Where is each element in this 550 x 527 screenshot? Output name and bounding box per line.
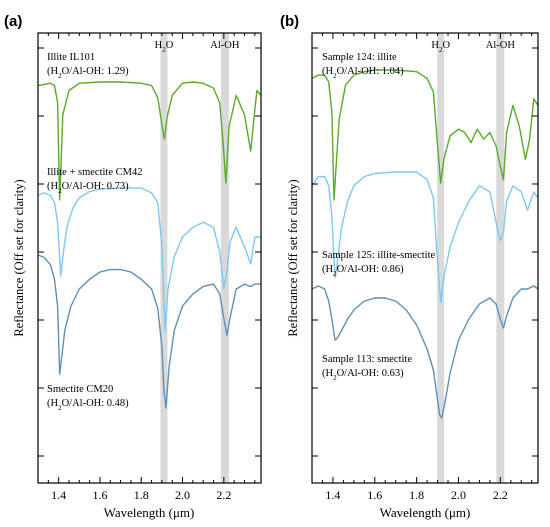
panel-a-xlabel: Wavelength (μm) [104, 505, 195, 520]
absorption-band-1 [220, 33, 229, 483]
absorption-band-1 [496, 33, 505, 483]
x-tick-label: 1.6 [92, 488, 107, 502]
series-ratio: (H2O/Al-OH: 0.63) [322, 368, 404, 382]
series-ratio: (H2O/Al-OH: 0.86) [322, 264, 404, 278]
x-tick-label: 2.0 [175, 488, 190, 502]
absorption-band-0 [437, 33, 445, 483]
panel-a-series [37, 81, 262, 409]
series-ratio: (H2O/Al-OH: 1.04) [322, 66, 404, 80]
x-tick-label: 1.8 [409, 488, 424, 502]
panel-a-frame [37, 32, 262, 484]
panel-b-xlabel: Wavelength (μm) [380, 505, 471, 520]
spectrum-line-0 [311, 69, 539, 201]
series-annotation: Illite IL101 [47, 52, 95, 63]
x-tick-label: 2.2 [216, 488, 231, 502]
series-annotation: Sample 124: illite [322, 52, 397, 63]
series-annotation: Illite + smectite CM42 [47, 167, 142, 178]
panel-a: (a) H2O Al-OH 1.4 1.6 1.8 2.0 2.2 Illite IL10… [4, 13, 262, 520]
panel-a-ylabel: Reflectance (Off set for clarity) [12, 179, 26, 336]
band-label-0: H2O [431, 40, 450, 54]
absorption-band-0 [160, 33, 168, 483]
x-tick-label: 2.0 [451, 488, 466, 502]
spectrum-line-1 [311, 171, 539, 303]
x-tick-label: 1.4 [51, 488, 66, 502]
series-annotation: Sample 113: smectite [322, 354, 412, 365]
x-tick-label: 1.6 [367, 488, 382, 502]
series-ratio: (H2O/Al-OH: 0.48) [47, 398, 129, 412]
spectrum-line-0 [37, 81, 262, 201]
panel-b-annotations: Sample 124: illite (H2O/Al-OH: 1.04) Sampl… [322, 52, 435, 382]
series-annotation: Sample 125: illite-smectite [322, 250, 435, 261]
x-tick-label: 1.8 [134, 488, 149, 502]
series-annotation: Smectite CM20 [47, 384, 113, 395]
spectrum-line-1 [37, 187, 261, 331]
panel-b-ticks: 1.4 1.6 1.8 2.0 2.2 [312, 33, 538, 502]
panel-a-ticks: 1.4 1.6 1.8 2.0 2.2 [38, 33, 261, 502]
panel-b-label: (b) [280, 13, 299, 30]
x-tick-label: 1.4 [325, 488, 340, 502]
series-ratio: (H2O/Al-OH: 0.73) [47, 181, 129, 195]
panel-a-label: (a) [4, 13, 22, 30]
band-label-1: Al-OH [486, 40, 516, 51]
spectrum-line-2 [311, 285, 539, 419]
panel-b-bands: H2O Al-OH [431, 33, 515, 483]
panel-b-frame [311, 32, 539, 484]
panel-a-annotations: Illite IL101 (H2O/Al-OH: 1.29) Illite + sm… [47, 52, 142, 412]
band-label-0: H2O [155, 40, 174, 54]
panel-b: (b) H2O Al-OH 1.4 1.6 1.8 2.0 2.2 Sample 124:… [280, 13, 539, 520]
band-label-1: Al-OH [210, 40, 240, 51]
spectrum-line-2 [37, 254, 261, 409]
panel-b-series [311, 69, 539, 419]
series-ratio: (H2O/Al-OH: 1.29) [47, 66, 129, 80]
panel-b-ylabel: Reflectance (Off set for clarity) [286, 179, 300, 336]
panel-a-bands: H2O Al-OH [155, 33, 240, 483]
x-tick-label: 2.2 [493, 488, 508, 502]
